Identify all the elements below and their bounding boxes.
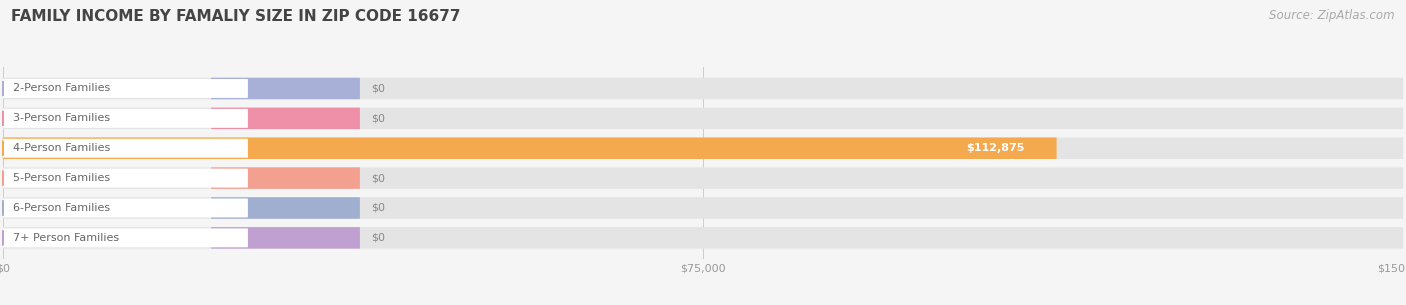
FancyBboxPatch shape <box>3 227 1403 249</box>
Text: 2-Person Families: 2-Person Families <box>13 84 110 94</box>
FancyBboxPatch shape <box>3 78 1403 99</box>
Text: Source: ZipAtlas.com: Source: ZipAtlas.com <box>1270 9 1395 22</box>
FancyBboxPatch shape <box>211 167 360 189</box>
Text: 6-Person Families: 6-Person Families <box>13 203 110 213</box>
FancyBboxPatch shape <box>3 199 247 217</box>
FancyBboxPatch shape <box>3 138 1056 159</box>
Text: 3-Person Families: 3-Person Families <box>13 113 110 123</box>
FancyBboxPatch shape <box>3 167 1403 189</box>
FancyBboxPatch shape <box>3 197 1403 219</box>
Text: 7+ Person Families: 7+ Person Families <box>13 233 118 243</box>
FancyBboxPatch shape <box>211 78 360 99</box>
FancyBboxPatch shape <box>3 139 247 158</box>
Text: $0: $0 <box>371 173 385 183</box>
FancyBboxPatch shape <box>3 228 247 247</box>
FancyBboxPatch shape <box>211 108 360 129</box>
Text: $0: $0 <box>371 113 385 123</box>
Text: $0: $0 <box>371 233 385 243</box>
Text: FAMILY INCOME BY FAMALIY SIZE IN ZIP CODE 16677: FAMILY INCOME BY FAMALIY SIZE IN ZIP COD… <box>11 9 461 24</box>
FancyBboxPatch shape <box>3 108 1403 129</box>
FancyBboxPatch shape <box>211 227 360 249</box>
FancyBboxPatch shape <box>3 138 1403 159</box>
FancyBboxPatch shape <box>3 109 247 128</box>
Text: 5-Person Families: 5-Person Families <box>13 173 110 183</box>
FancyBboxPatch shape <box>3 169 247 188</box>
Text: 4-Person Families: 4-Person Families <box>13 143 110 153</box>
FancyBboxPatch shape <box>3 79 247 98</box>
Text: $112,875: $112,875 <box>966 143 1025 153</box>
Text: $0: $0 <box>371 84 385 94</box>
Text: $0: $0 <box>371 203 385 213</box>
FancyBboxPatch shape <box>211 197 360 219</box>
